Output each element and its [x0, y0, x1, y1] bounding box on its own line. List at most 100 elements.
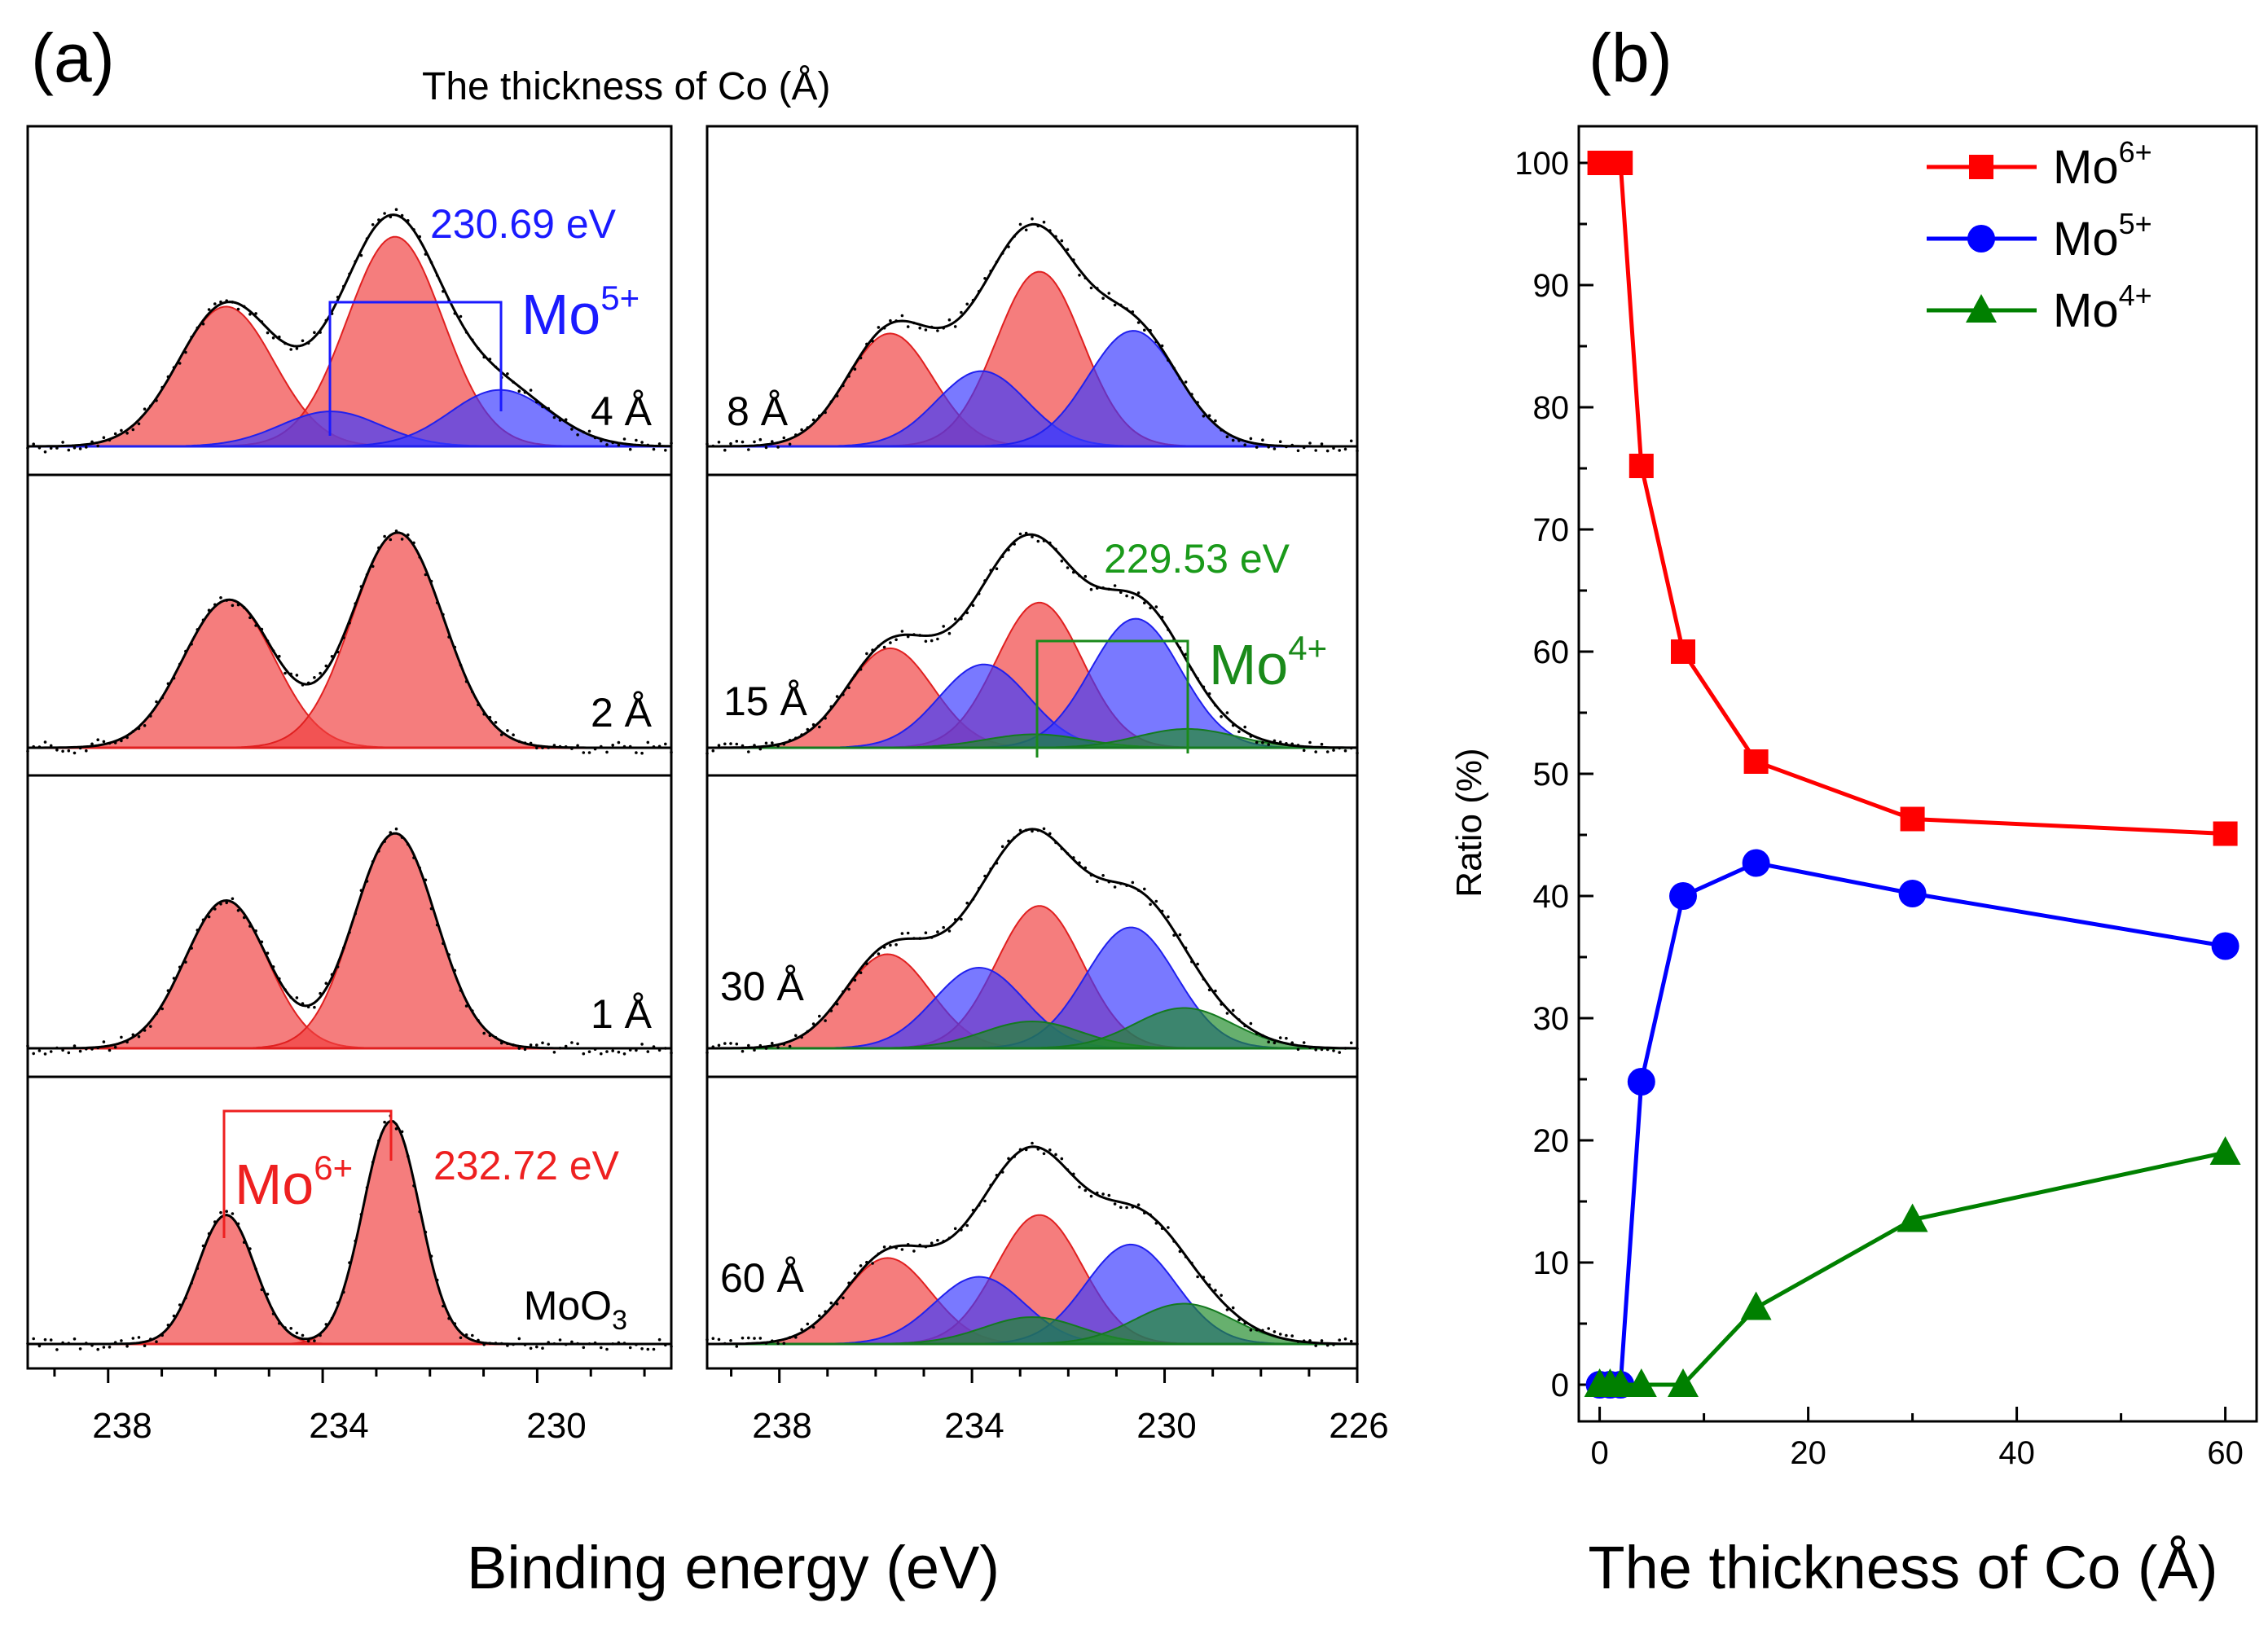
raw-data-point: [1078, 573, 1081, 578]
raw-data-point: [1178, 377, 1182, 380]
raw-data-point: [1285, 1036, 1288, 1040]
raw-data-point: [794, 736, 798, 740]
raw-data-point: [593, 747, 597, 751]
raw-data-point: [143, 1344, 147, 1347]
circle-marker: [1742, 849, 1770, 877]
raw-data-point: [977, 1203, 981, 1207]
circle-marker: [1669, 882, 1697, 910]
envelope-fit: [707, 533, 1357, 749]
raw-data-point: [207, 1232, 211, 1236]
y-tick-label: 100: [1514, 146, 1569, 182]
raw-data-point: [1167, 915, 1170, 919]
raw-data-point: [1225, 435, 1229, 438]
raw-data-point: [741, 1049, 745, 1053]
raw-data-point: [1060, 847, 1064, 850]
raw-data-point: [842, 990, 845, 994]
circle-marker: [2211, 932, 2239, 960]
raw-data-point: [977, 592, 981, 595]
raw-data-point: [1308, 441, 1312, 445]
raw-data-point: [936, 329, 939, 332]
raw-data-point: [771, 1339, 774, 1342]
raw-data-point: [947, 631, 952, 635]
raw-data-point: [1184, 652, 1188, 657]
raw-data-point: [313, 331, 316, 335]
raw-data-point: [429, 1254, 433, 1258]
raw-data-point: [90, 1344, 94, 1347]
raw-data-point: [1231, 1008, 1235, 1012]
raw-data-point: [853, 367, 857, 371]
raw-data-point: [271, 965, 275, 968]
legend-label-text: Mo: [2053, 141, 2119, 194]
raw-data-point: [442, 289, 445, 293]
raw-data-point: [1167, 358, 1170, 362]
raw-data-point: [172, 366, 176, 370]
raw-data-point: [184, 1296, 187, 1300]
raw-data-point: [1202, 685, 1206, 689]
raw-data-point: [818, 1014, 821, 1018]
raw-data-point: [558, 1338, 562, 1342]
raw-data-point: [1349, 1339, 1353, 1343]
raw-data-point: [1054, 547, 1057, 551]
raw-data-point: [570, 1041, 574, 1044]
raw-data-point: [266, 1293, 270, 1296]
raw-data-point: [131, 1337, 135, 1340]
raw-data-point: [1261, 438, 1264, 441]
raw-data-point: [225, 599, 229, 602]
raw-data-point: [552, 744, 556, 747]
raw-data-point: [1220, 1293, 1223, 1298]
raw-data-point: [418, 866, 421, 870]
square-marker: [2213, 821, 2238, 846]
raw-data-point: [1349, 439, 1353, 443]
raw-data-point: [371, 860, 375, 863]
raw-data-point: [622, 744, 626, 749]
mo4-label: Mo4+: [1209, 629, 1327, 696]
raw-data-point: [1024, 1148, 1028, 1152]
y-tick-label: 80: [1533, 390, 1570, 426]
mo5-label-sup: 5+: [600, 279, 640, 317]
raw-data-point: [1125, 307, 1128, 310]
raw-data-point: [137, 1034, 141, 1039]
raw-data-point: [242, 916, 246, 920]
raw-data-point: [1036, 224, 1040, 228]
raw-data-point: [1066, 248, 1070, 252]
raw-data-point: [336, 965, 340, 968]
raw-data-point: [587, 1342, 591, 1346]
raw-data-point: [1196, 677, 1199, 680]
row-label: 15 Å: [723, 679, 808, 724]
raw-data-point: [652, 1347, 656, 1351]
raw-data-point: [306, 341, 310, 345]
raw-data-point: [1290, 443, 1294, 447]
triangle-marker: [1605, 1368, 1637, 1397]
y-tick-label: 20: [1533, 1123, 1570, 1159]
raw-data-point: [776, 446, 780, 449]
raw-data-point: [593, 1341, 597, 1345]
raw-data-point: [424, 878, 428, 882]
raw-data-point: [120, 1339, 123, 1342]
raw-data-point: [55, 446, 59, 450]
legend-label: Mo4+: [2053, 279, 2152, 337]
raw-data-point: [960, 917, 963, 921]
mo4-label-text: Mo: [1209, 633, 1288, 696]
raw-data-point: [108, 438, 112, 442]
raw-data-point: [1296, 1047, 1300, 1052]
raw-data-point: [348, 1261, 351, 1264]
raw-data-point: [512, 1043, 515, 1047]
raw-data-point: [160, 696, 164, 700]
legend-label: Mo6+: [2053, 135, 2152, 194]
raw-data-point: [442, 613, 445, 617]
raw-data-point: [488, 1034, 492, 1038]
raw-data-point: [1332, 1343, 1335, 1346]
raw-data-point: [412, 228, 415, 231]
raw-data-point: [137, 422, 141, 426]
raw-data-point: [137, 1336, 141, 1339]
raw-data-point: [529, 1043, 533, 1047]
raw-data-point: [771, 440, 774, 443]
raw-data-point: [552, 1342, 556, 1346]
raw-data-point: [847, 375, 850, 378]
raw-data-point: [90, 742, 94, 746]
raw-data-point: [1119, 882, 1123, 885]
raw-data-point: [1018, 532, 1022, 536]
raw-data-point: [453, 312, 457, 315]
raw-data-point: [120, 428, 123, 433]
raw-data-point: [37, 1049, 42, 1052]
